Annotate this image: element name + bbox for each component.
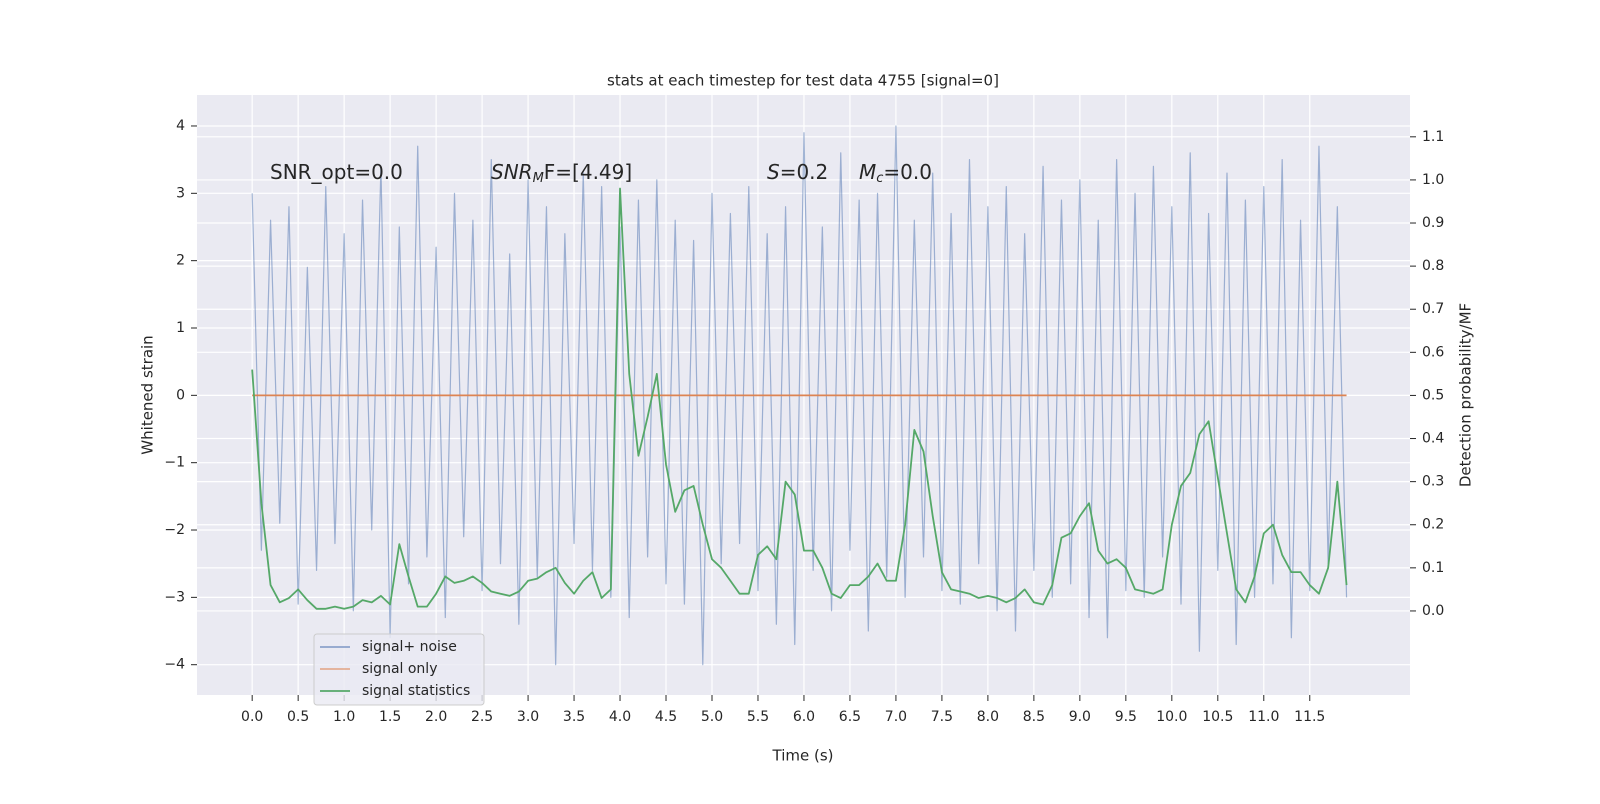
x-tick-label: 3.5: [563, 709, 585, 725]
y2-tick-label: 0.4: [1422, 431, 1444, 447]
y2-tick-label: 1.0: [1422, 172, 1444, 188]
y2-tick-label: 0.2: [1422, 517, 1444, 533]
annotation-part: =0.2: [780, 160, 829, 184]
annotation: SNRMF=[4.49]: [491, 160, 632, 186]
x-tick-label: 4.0: [609, 709, 631, 725]
annotation-part: F=[4.49]: [544, 160, 632, 184]
y-tick-label: −2: [164, 522, 185, 538]
y-tick-label: 3: [176, 185, 185, 201]
y2-tick-label: 0.3: [1422, 474, 1444, 490]
y-tick-label: 0: [176, 387, 185, 403]
x-tick-label: 4.5: [655, 709, 677, 725]
annotation-part: =0.0: [883, 160, 932, 184]
annotation-part: SNR_opt=0.0: [270, 160, 403, 184]
legend-label: signal+ noise: [362, 639, 457, 655]
x-tick-label: 1.5: [379, 709, 401, 725]
legend-label: signal only: [362, 661, 437, 677]
x-tick-label: 7.5: [931, 709, 953, 725]
annotation-part: c: [876, 171, 883, 186]
legend-box: [313, 633, 485, 706]
series-line: [251, 187, 1348, 610]
series-line: [251, 125, 1348, 666]
annotation: Mc=0.0: [859, 160, 932, 186]
x-tick-label: 8.0: [977, 709, 999, 725]
y2-tick-label: 0.5: [1422, 387, 1444, 403]
x-tick-label: 0.5: [287, 709, 309, 725]
x-tick-label: 1.0: [333, 709, 355, 725]
annotation-part: M: [859, 160, 876, 184]
y-tick-label: −1: [164, 455, 185, 471]
y2-tick-label: 1.1: [1422, 129, 1444, 145]
annotation-part: SNR: [491, 160, 533, 184]
y-tick-label: 2: [176, 253, 185, 269]
y2-tick-label: 0.1: [1422, 560, 1444, 576]
y2-tick-label: 0.0: [1422, 603, 1444, 619]
x-tick-label: 0.0: [241, 709, 263, 725]
y2-axis-label: Detection probability/MF: [1457, 303, 1475, 487]
y-tick-label: 1: [176, 320, 185, 336]
y2-tick-label: 0.8: [1422, 258, 1444, 274]
annotation-part: S: [767, 160, 780, 184]
legend-label: signal statistics: [362, 683, 470, 699]
y2-tick-label: 0.6: [1422, 344, 1444, 360]
x-tick-label: 10.5: [1202, 709, 1233, 725]
x-tick-label: 5.5: [747, 709, 769, 725]
x-tick-label: 2.0: [425, 709, 447, 725]
y2-tick-label: 0.9: [1422, 215, 1444, 231]
y-tick-label: −3: [164, 589, 185, 605]
x-tick-label: 6.0: [793, 709, 815, 725]
x-tick-label: 5.0: [701, 709, 723, 725]
x-tick-label: 2.5: [471, 709, 493, 725]
x-tick-label: 8.5: [1023, 709, 1045, 725]
annotation: SNR_opt=0.0: [270, 160, 403, 184]
annotation-part: M: [533, 171, 544, 186]
x-tick-label: 6.5: [839, 709, 861, 725]
chart-title: stats at each timestep for test data 475…: [607, 72, 999, 90]
annotation: S=0.2: [767, 160, 828, 184]
y-axis-label: Whitened strain: [139, 335, 157, 454]
y2-tick-label: 0.7: [1422, 301, 1444, 317]
x-tick-label: 10.0: [1156, 709, 1187, 725]
x-tick-label: 3.0: [517, 709, 539, 725]
x-tick-label: 11.0: [1248, 709, 1279, 725]
x-tick-label: 9.5: [1115, 709, 1137, 725]
y-tick-label: 4: [176, 118, 185, 134]
x-tick-label: 11.5: [1294, 709, 1325, 725]
y-tick-label: −4: [164, 657, 185, 673]
x-tick-label: 9.0: [1069, 709, 1091, 725]
x-axis-label: Time (s): [772, 747, 834, 765]
x-tick-label: 7.0: [885, 709, 907, 725]
